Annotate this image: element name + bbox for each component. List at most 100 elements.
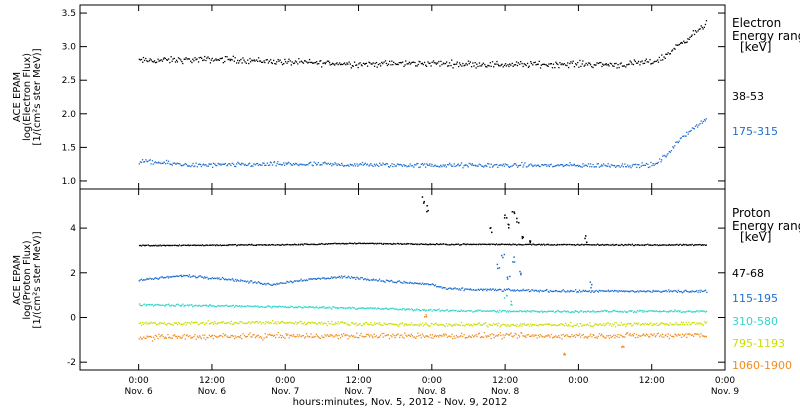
point-proton-4-282 (446, 336, 448, 338)
point-electron-1-468 (650, 161, 652, 164)
point-electron-0-194 (350, 67, 352, 69)
point-electron-0-384 (558, 67, 560, 69)
point-proton-1-29 (170, 276, 172, 278)
point-proton-3-377 (550, 324, 553, 327)
point-proton-4-511 (697, 333, 699, 335)
point-proton-4-111 (260, 336, 262, 338)
point-proton-2-123 (273, 305, 275, 307)
proton-legend-energy: Energy ranges (732, 219, 800, 233)
point-proton-3-314 (481, 324, 484, 326)
point-proton-4-352 (523, 335, 525, 337)
point-electron-1-22 (162, 162, 164, 164)
point-proton-2-179 (334, 306, 336, 309)
point-proton-1-15 (154, 277, 157, 279)
point-proton-2-408 (584, 310, 586, 313)
point-proton-4-57 (200, 337, 202, 340)
point-electron-1-275 (439, 166, 441, 168)
point-proton-3-434 (613, 324, 615, 326)
point-proton-2-192 (348, 306, 350, 309)
point-proton-4-473 (655, 334, 657, 337)
point-proton-3-235 (395, 323, 397, 326)
point-electron-1-261 (424, 163, 426, 165)
point-proton-3-193 (349, 324, 351, 326)
point-electron-1-226 (385, 162, 387, 165)
point-proton-4-285 (450, 336, 452, 338)
point-proton-0-467 (649, 244, 651, 246)
point-electron-1-164 (317, 162, 319, 164)
point-proton-1-44 (186, 275, 189, 277)
point-proton-2-113 (262, 306, 264, 308)
point-proton-3-232 (392, 324, 394, 326)
point-proton-1-159 (312, 278, 314, 280)
point-proton-0-457 (637, 244, 640, 246)
point-proton-2-409 (585, 311, 587, 313)
y-tick-label-0-1: 1.5 (62, 143, 76, 153)
point-proton-1-59 (203, 277, 205, 279)
point-proton-1-406 (582, 289, 584, 291)
point-electron-1-490 (674, 145, 676, 147)
point-proton-4-491 (675, 334, 677, 336)
point-proton-4-122 (271, 334, 274, 336)
point-electron-1-312 (479, 164, 482, 166)
point-proton-0-416 (593, 244, 595, 246)
point-electron-1-381 (555, 165, 557, 167)
point-proton-2-505 (690, 311, 693, 313)
point-electron-1-144 (295, 163, 298, 165)
point-electron-0-314 (481, 63, 483, 66)
point-proton-4-496 (680, 336, 683, 338)
point-electron-0-281 (446, 61, 448, 63)
point-proton-1-192 (348, 276, 350, 278)
point-electron-1-32 (173, 162, 176, 164)
point-electron-1-176 (331, 165, 333, 167)
point-proton-0-274 (438, 243, 440, 246)
point-proton-0-483 (666, 244, 668, 246)
point-electron-1-69 (214, 163, 216, 165)
point-electron-1-194 (350, 164, 352, 166)
point-electron-0-445 (625, 66, 627, 68)
point-proton-3-192 (348, 324, 350, 327)
point-proton-0-106 (254, 244, 256, 246)
point-electron-0-73 (218, 59, 220, 61)
point-proton-0-135 (286, 243, 288, 246)
point-proton-4-271 (434, 334, 436, 336)
point-proton-3-448 (628, 323, 630, 325)
point-proton-1-13 (153, 278, 155, 280)
point-electron-0-458 (639, 64, 641, 66)
point-proton-4-214 (372, 337, 374, 339)
point-proton-0-28 (169, 244, 171, 246)
point-proton-2-519 (705, 310, 708, 312)
point-proton-4-115 (264, 333, 266, 335)
point-electron-0-425 (603, 64, 605, 66)
point-proton-3-140 (291, 322, 294, 324)
point-proton-3-18 (158, 323, 160, 325)
point-proton-2-450 (630, 310, 632, 312)
point-proton-1-277 (441, 287, 443, 289)
spike-proton-1-5-0 (590, 287, 592, 289)
point-electron-1-323 (491, 166, 494, 168)
point-proton-2-69 (214, 305, 216, 308)
point-proton-2-352 (523, 310, 525, 312)
point-proton-0-321 (489, 244, 491, 246)
point-proton-0-332 (501, 243, 503, 245)
point-electron-1-25 (165, 159, 168, 162)
point-proton-1-175 (330, 277, 332, 279)
point-electron-1-154 (307, 164, 309, 166)
point-proton-0-471 (653, 244, 655, 246)
point-proton-4-176 (331, 334, 333, 336)
point-proton-4-82 (228, 336, 230, 338)
point-proton-3-514 (700, 322, 702, 324)
point-proton-3-103 (251, 321, 253, 323)
point-proton-0-504 (689, 244, 691, 246)
point-electron-0-133 (284, 58, 286, 61)
point-proton-2-62 (206, 305, 208, 307)
point-proton-0-110 (258, 244, 260, 246)
point-proton-4-463 (644, 335, 647, 337)
point-proton-0-176 (331, 243, 333, 245)
point-proton-2-253 (415, 309, 417, 312)
point-electron-0-419 (596, 62, 598, 64)
point-electron-0-61 (205, 59, 207, 62)
point-proton-1-24 (164, 277, 166, 279)
point-proton-1-330 (499, 288, 501, 290)
point-proton-3-382 (556, 324, 558, 327)
point-proton-1-35 (176, 275, 178, 277)
